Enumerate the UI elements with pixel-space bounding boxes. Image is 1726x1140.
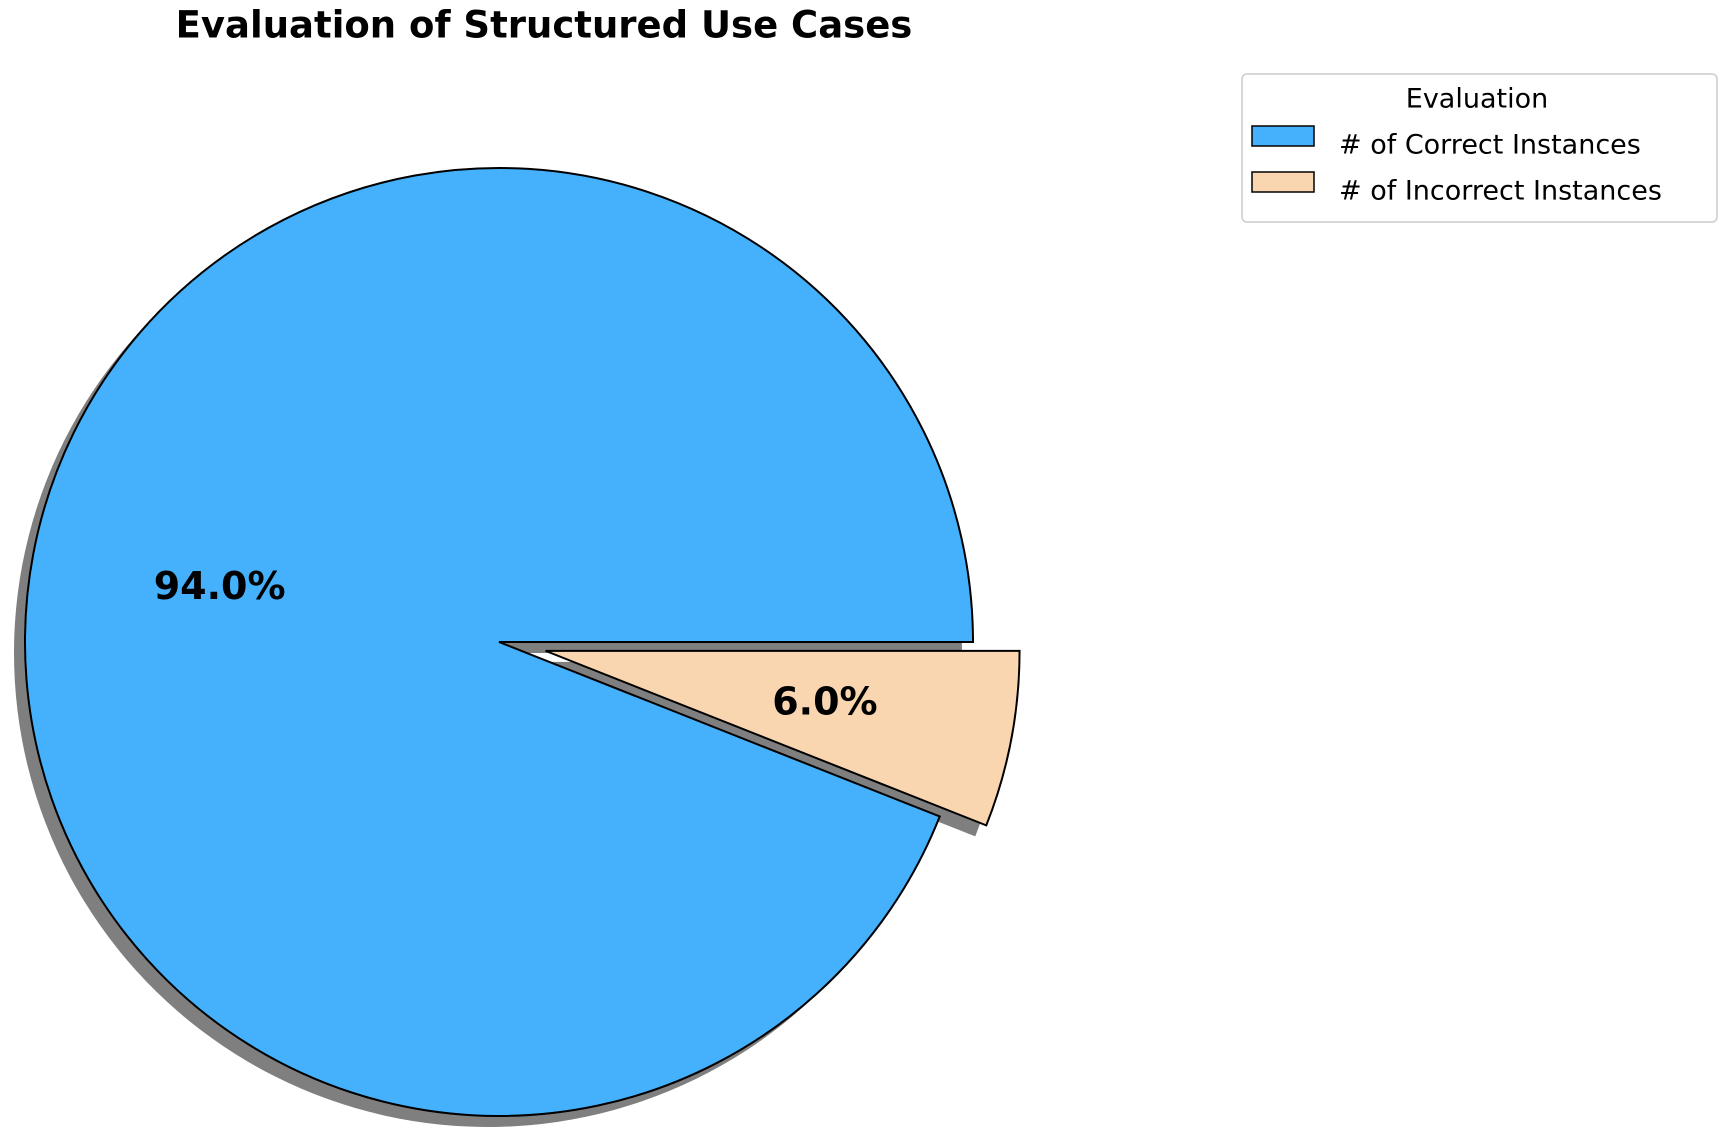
legend-label: # of Incorrect Instances [1339, 176, 1662, 207]
legend-title: Evaluation [1406, 84, 1548, 115]
wedge-layer: 94.0% 6.0% [24, 167, 1021, 1117]
wedge [545, 649, 1021, 827]
wedge [24, 167, 975, 1117]
value-label: 6.0% [772, 680, 877, 724]
legend-swatch [1251, 125, 1315, 147]
legend-label: # of Correct Instances [1339, 130, 1641, 161]
chart-title: Evaluation of Structured Use Cases [176, 4, 913, 47]
legend-frame [1241, 73, 1718, 223]
legend: Evaluation # of Correct Instances # of In… [1241, 73, 1718, 223]
value-label: 94.0% [154, 564, 286, 608]
legend-swatch [1251, 171, 1315, 193]
